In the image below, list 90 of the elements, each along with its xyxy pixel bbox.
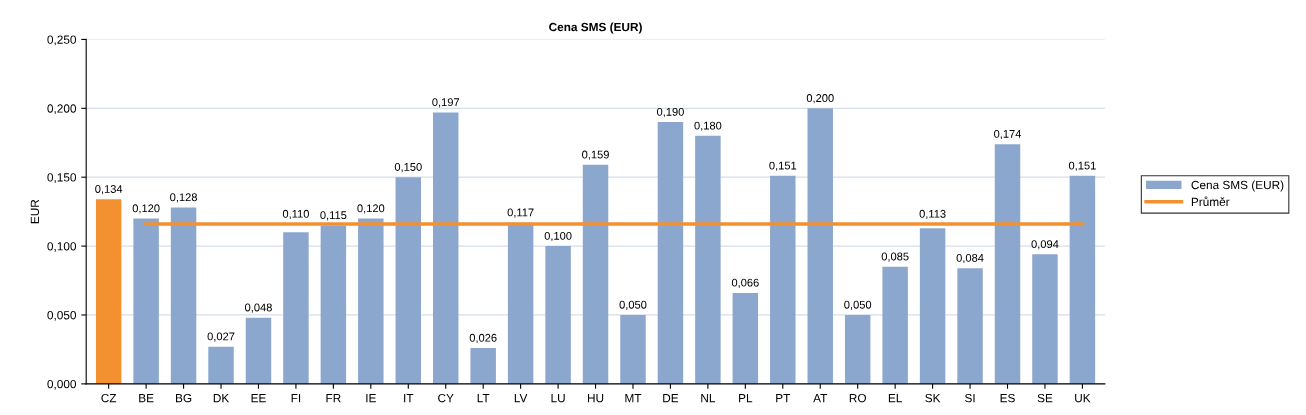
data-label: 0,050 xyxy=(619,300,647,310)
y-tick-label: 0,200 xyxy=(47,104,77,115)
y-axis-title: EUR xyxy=(30,199,40,224)
x-tick-label: UK xyxy=(1075,394,1091,403)
data-label: 0,094 xyxy=(1031,240,1059,250)
data-label: 0,117 xyxy=(507,208,534,218)
data-label: 0,200 xyxy=(806,94,834,104)
x-tick-label: SE xyxy=(1037,393,1053,403)
data-label: 0,113 xyxy=(919,209,946,220)
bar xyxy=(844,314,871,384)
x-tick-label: IE xyxy=(366,394,376,403)
bar xyxy=(919,228,946,384)
data-label: 0,128 xyxy=(170,193,197,203)
data-label: 0,120 xyxy=(357,204,385,214)
bar xyxy=(695,135,721,384)
x-tick-label: NL xyxy=(701,394,716,403)
data-label: 0,120 xyxy=(132,204,160,214)
x-tick-label: EE xyxy=(251,394,266,403)
bar xyxy=(283,232,309,384)
x-tick-label: HU xyxy=(587,394,604,403)
bar xyxy=(957,268,983,384)
bar xyxy=(545,246,571,384)
x-tick-label: DK xyxy=(213,394,230,403)
x-tick-label: DE xyxy=(663,394,679,403)
x-tick-label: SI xyxy=(965,393,975,403)
x-tick-label: BG xyxy=(176,393,192,403)
data-label: 0,110 xyxy=(282,209,309,220)
x-tick-label: LU xyxy=(551,394,565,403)
bar xyxy=(882,266,908,384)
x-tick-label: AT xyxy=(813,394,828,403)
bar xyxy=(770,175,796,384)
bar xyxy=(1069,175,1096,384)
x-tick-label: FI xyxy=(291,394,301,403)
y-tick-label: 0,150 xyxy=(47,173,77,183)
x-tick-label: FR xyxy=(326,394,341,403)
data-label: 0,026 xyxy=(469,333,497,344)
bar xyxy=(320,225,347,384)
legend-label: Cena SMS (EUR) xyxy=(1191,180,1284,192)
data-label: 0,084 xyxy=(956,253,984,264)
x-tick-label: SK xyxy=(925,393,941,403)
data-label: 0,100 xyxy=(544,231,572,242)
data-label: 0,115 xyxy=(320,211,347,221)
x-tick-label: RO xyxy=(849,393,866,403)
legend-label: Průměr xyxy=(1191,196,1230,207)
y-tick-label: 0,100 xyxy=(47,242,77,252)
bar xyxy=(807,108,833,384)
x-tick-label: IT xyxy=(404,394,414,403)
bar xyxy=(657,122,684,384)
bar xyxy=(620,314,646,384)
data-label: 0,151 xyxy=(1068,161,1096,171)
bar xyxy=(1032,254,1058,384)
x-tick-label: PT xyxy=(776,394,791,403)
bar xyxy=(732,292,759,384)
bar xyxy=(245,317,272,384)
data-label: 0,134 xyxy=(95,185,123,195)
data-label: 0,180 xyxy=(694,121,722,131)
data-label: 0,197 xyxy=(432,98,460,108)
bar xyxy=(433,112,459,384)
data-label: 0,066 xyxy=(731,278,759,288)
data-label: 0,190 xyxy=(656,107,684,118)
x-tick-label: EL xyxy=(888,394,902,403)
bar xyxy=(470,348,496,384)
bar xyxy=(170,207,197,384)
y-tick-label: 0,000 xyxy=(47,379,77,390)
data-label: 0,050 xyxy=(844,300,872,310)
data-label: 0,027 xyxy=(207,332,235,342)
data-label: 0,174 xyxy=(994,129,1022,140)
data-label: 0,150 xyxy=(394,163,422,173)
x-tick-label: ES xyxy=(1000,393,1015,403)
bar xyxy=(582,164,609,384)
chart-title: Cena SMS (EUR) xyxy=(549,22,642,34)
bar xyxy=(133,218,159,384)
bar xyxy=(994,144,1021,384)
x-tick-label: LV xyxy=(514,394,528,403)
bar xyxy=(395,177,422,384)
data-label: 0,159 xyxy=(582,150,609,160)
data-label: 0,085 xyxy=(881,252,909,262)
x-tick-label: MT xyxy=(625,394,642,403)
x-tick-label: LT xyxy=(477,394,490,403)
x-tick-label: CY xyxy=(438,393,454,403)
data-label: 0,151 xyxy=(769,161,797,171)
x-tick-label: CZ xyxy=(101,393,117,403)
x-tick-label: PL xyxy=(739,394,753,403)
data-label: 0,048 xyxy=(245,303,272,313)
x-tick-label: BE xyxy=(139,394,154,403)
bar xyxy=(208,346,234,384)
bar xyxy=(95,199,122,384)
y-tick-label: 0,050 xyxy=(47,311,77,321)
y-tick-label: 0,250 xyxy=(47,35,77,46)
bar xyxy=(358,218,384,384)
